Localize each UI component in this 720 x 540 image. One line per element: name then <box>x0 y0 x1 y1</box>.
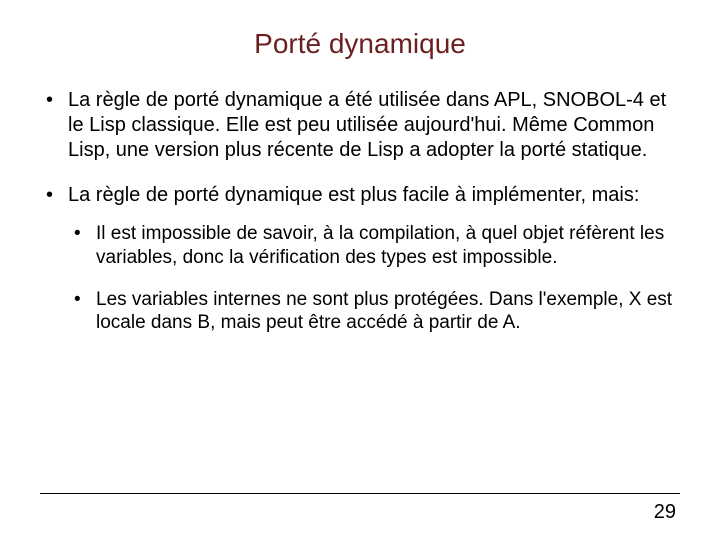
page-number: 29 <box>654 501 676 524</box>
sub-bullet-list: Il est impossible de savoir, à la compil… <box>68 222 680 335</box>
sub-bullet-item: Il est impossible de savoir, à la compil… <box>68 222 680 270</box>
bullet-list: La règle de porté dynamique a été utilis… <box>40 88 680 335</box>
bullet-text: La règle de porté dynamique est plus fac… <box>68 184 639 206</box>
bullet-item: La règle de porté dynamique a été utilis… <box>40 88 680 163</box>
slide-title: Porté dynamique <box>40 28 680 60</box>
bullet-text: La règle de porté dynamique a été utilis… <box>68 89 666 161</box>
slide: Porté dynamique La règle de porté dynami… <box>0 0 720 540</box>
sub-bullet-item: Les variables internes ne sont plus prot… <box>68 288 680 336</box>
sub-bullet-text: Les variables internes ne sont plus prot… <box>96 289 672 334</box>
sub-bullet-text: Il est impossible de savoir, à la compil… <box>96 223 664 268</box>
divider-line <box>40 493 680 494</box>
bullet-item: La règle de porté dynamique est plus fac… <box>40 183 680 335</box>
